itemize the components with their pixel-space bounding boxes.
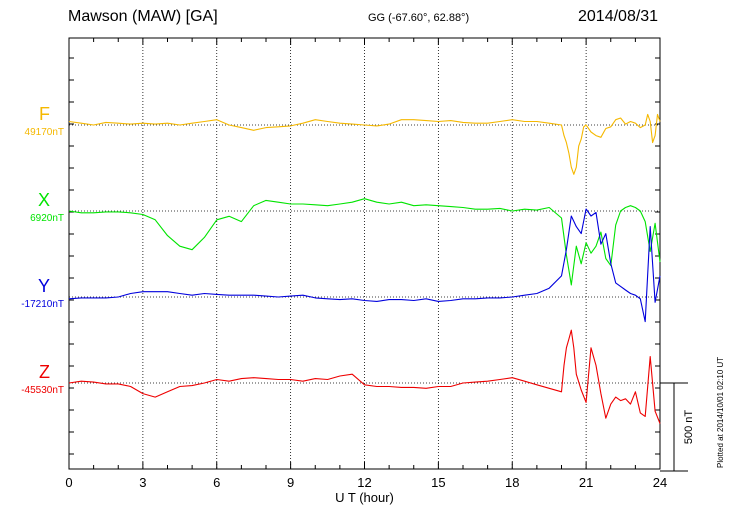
component-letter: Z bbox=[39, 362, 50, 382]
x-tick-label: 18 bbox=[505, 475, 519, 490]
baseline-value: -17210nT bbox=[21, 299, 64, 310]
legend-entry-y: Y -17210nT bbox=[0, 276, 64, 315]
x-tick-label: 0 bbox=[65, 475, 72, 490]
x-tick-label: 12 bbox=[357, 475, 371, 490]
baseline-value: 49170nT bbox=[24, 127, 64, 138]
baseline-value: -45530nT bbox=[21, 385, 64, 396]
plotted-timestamp: Plotted at 2014/10/01 02:10 UT bbox=[716, 356, 725, 468]
baseline-value: 6920nT bbox=[30, 213, 64, 224]
x-tick-label: 9 bbox=[287, 475, 294, 490]
station-title: Mawson (MAW) [GA] bbox=[68, 8, 218, 25]
legend-entry-z: Z -45530nT bbox=[0, 362, 64, 401]
series-line-f bbox=[68, 113, 661, 175]
component-letter: X bbox=[37, 190, 50, 210]
x-tick-label: 15 bbox=[431, 475, 445, 490]
geographic-coordinates: GG (-67.60°, 62.88°) bbox=[368, 12, 470, 24]
scale-bar-label: 500 nT bbox=[683, 410, 695, 445]
series-line-x bbox=[68, 198, 661, 286]
plot-date: 2014/08/31 bbox=[578, 8, 659, 25]
x-tick-label: 21 bbox=[579, 475, 593, 490]
x-axis-label: U T (hour) bbox=[335, 490, 394, 505]
component-letter: F bbox=[39, 104, 50, 124]
series-line-y bbox=[68, 208, 661, 323]
series-line-z bbox=[68, 329, 661, 424]
x-tick-label: 24 bbox=[653, 475, 667, 490]
x-tick-label: 6 bbox=[213, 475, 220, 490]
legend-entry-x: X 6920nT bbox=[0, 190, 64, 229]
x-tick-label: 3 bbox=[139, 475, 146, 490]
component-letter: Y bbox=[37, 276, 50, 296]
legend-entry-f: F 49170nT bbox=[0, 104, 64, 143]
